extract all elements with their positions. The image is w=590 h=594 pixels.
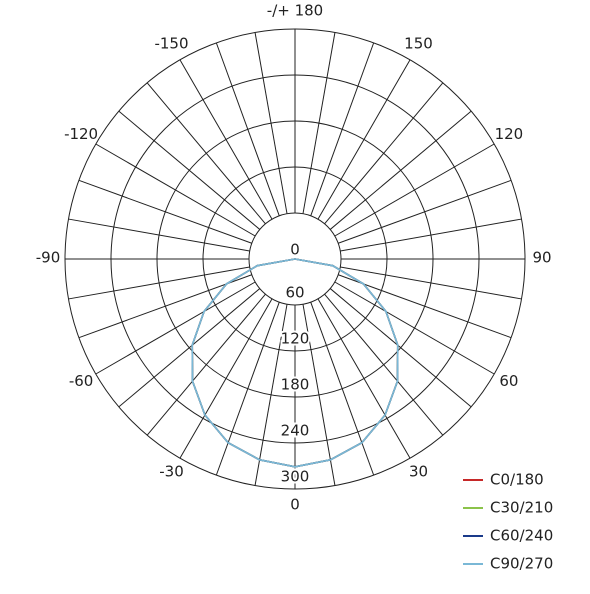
grid-spoke xyxy=(146,82,266,225)
grid-spoke xyxy=(254,304,288,486)
grid-spoke xyxy=(118,110,261,230)
r-tick-label: 300 xyxy=(281,468,310,486)
grid-spoke xyxy=(68,266,250,300)
angle-tick-label: -/+ 180 xyxy=(267,2,323,20)
grid-spoke xyxy=(78,179,252,244)
legend-label: C90/270 xyxy=(490,555,553,573)
legend-label: C30/210 xyxy=(490,499,553,517)
intensity-curve xyxy=(191,258,399,468)
angle-tick-label: 0 xyxy=(290,496,300,514)
angle-tick-label: 120 xyxy=(495,125,524,143)
angle-tick-label: 150 xyxy=(404,35,433,53)
r-tick-label: 180 xyxy=(281,376,310,394)
grid-spoke xyxy=(334,143,495,237)
grid-spoke xyxy=(215,42,280,216)
grid-spoke xyxy=(317,298,411,459)
grid-spoke xyxy=(146,293,266,436)
grid-spoke xyxy=(310,42,375,216)
legend-label: C60/240 xyxy=(490,527,553,545)
grid-spoke xyxy=(329,110,472,230)
grid-spoke xyxy=(340,266,522,300)
grid-spoke xyxy=(324,82,444,225)
grid-spoke xyxy=(68,218,250,252)
r-tick-label: 60 xyxy=(285,284,304,302)
r-tick-label: 240 xyxy=(281,422,310,440)
grid-spoke xyxy=(78,274,252,339)
grid-spoke xyxy=(329,288,472,408)
grid-spoke xyxy=(302,304,336,486)
angle-tick-label: -120 xyxy=(64,125,98,143)
grid-spoke xyxy=(310,302,375,476)
grid-spoke xyxy=(215,302,280,476)
angle-tick-label: -60 xyxy=(69,372,94,390)
grid-spoke xyxy=(338,179,512,244)
grid-spoke xyxy=(302,32,336,214)
grid-spoke xyxy=(324,293,444,436)
grid-spoke xyxy=(95,143,256,237)
angle-tick-label: 90 xyxy=(532,249,551,267)
r-tick-label: 0 xyxy=(290,241,300,259)
grid-spoke xyxy=(179,59,273,220)
grid-spoke xyxy=(118,288,261,408)
grid-spoke xyxy=(254,32,288,214)
grid-spoke xyxy=(340,218,522,252)
angle-tick-label: 30 xyxy=(409,462,428,480)
grid-spoke xyxy=(338,274,512,339)
grid-spoke xyxy=(95,281,256,375)
angle-tick-label: -150 xyxy=(154,35,188,53)
grid-spoke xyxy=(179,298,273,459)
angle-tick-label: 60 xyxy=(499,372,518,390)
angle-tick-label: -90 xyxy=(36,249,61,267)
grid-spoke xyxy=(317,59,411,220)
angle-tick-label: -30 xyxy=(159,462,184,480)
legend-label: C0/180 xyxy=(490,471,544,489)
grid-spoke xyxy=(334,281,495,375)
r-tick-label: 120 xyxy=(281,330,310,348)
